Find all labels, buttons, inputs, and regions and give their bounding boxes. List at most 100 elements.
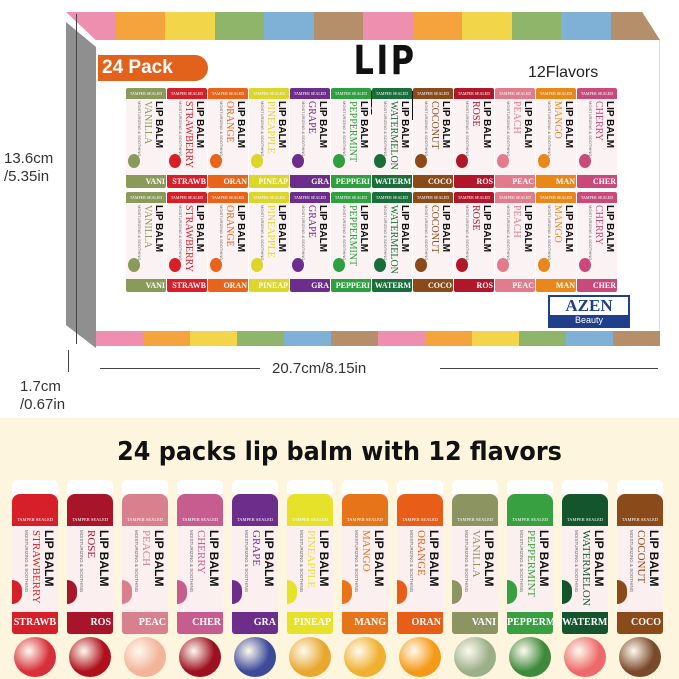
tube-flavor: GRAPE (306, 101, 317, 134)
tube-lip-balm: LIP BALM (399, 205, 410, 253)
tube-moisturizing: MOISTURIZING & SOOTHING (588, 101, 593, 157)
lip-balm-tube: TAMPER SEALED LIP BALM PEACH MOISTURIZING &… (122, 480, 168, 634)
tube-flavor: GRAPE (306, 205, 317, 238)
tube-flavor: VANILLA (142, 205, 153, 249)
tube-lip-balm: LIP BALM (317, 205, 328, 253)
tube-flavor: CHERRY (593, 101, 604, 142)
tube-cap-top (67, 480, 113, 494)
tube-band: PEAC (495, 279, 535, 292)
tube-band: MAN (536, 279, 576, 292)
tube-lip-balm: LIP BALM (97, 530, 111, 587)
depth-dimension-line (68, 350, 69, 372)
fruit-illustration (497, 154, 509, 168)
fruit-illustration (210, 154, 222, 168)
lip-balm-tube: TAMPER SEALED LIP BALM ORANGE MOISTURIZING … (208, 192, 248, 292)
tube-band: PEAC (495, 175, 535, 188)
lip-balm-tube: TAMPER SEALED LIP BALM GRAPE MOISTURIZING &… (290, 192, 330, 292)
tube-lip-balm: LIP BALM (153, 101, 164, 149)
tube-moisturizing: MOISTURIZING & SOOTHING (260, 101, 265, 157)
tube-cap: TAMPER SEALED (495, 192, 535, 203)
tube-moisturizing: MOISTURIZING & SOOTHING (178, 205, 183, 261)
tube-moisturizing: MOISTURIZING & SOOTHING (519, 530, 524, 593)
tube-flavor: ROSE (470, 205, 481, 231)
stripe (237, 331, 284, 346)
tube-flavor: ROSE (85, 530, 97, 559)
fruit-illustration (374, 154, 386, 168)
stripe (214, 12, 264, 40)
fruit-illustration (67, 580, 77, 604)
tube-lip-balm: LIP BALM (358, 101, 369, 149)
tube-band: CHER (177, 612, 223, 634)
tube-text: LIP BALM PEACH MOISTURIZING & SOOTHING (506, 101, 533, 156)
lip-balm-tube: TAMPER SEALED LIP BALM PEPPERMINT MOISTURIZ… (331, 88, 371, 188)
tube-text: LIP BALM ORANGE MOISTURIZING & SOOTHING (219, 205, 246, 260)
tube-cap-top (507, 480, 553, 494)
fruit-illustration (128, 258, 140, 272)
tube-band: ROS (454, 175, 494, 188)
tube-cap-top (562, 480, 608, 494)
tube-cap: TAMPER SEALED (249, 192, 289, 203)
tube-text: LIP BALM PINEAPPLE MOISTURIZING & SOOTHING (260, 205, 287, 260)
tube-text: LIP BALM ORANGE MOISTURIZING & SOOTHING (219, 101, 246, 156)
tube-cap-top (232, 480, 278, 494)
lip-balm-tube: TAMPER SEALED LIP BALM CHERRY MOISTURIZING … (177, 480, 223, 634)
tube-moisturizing: MOISTURIZING & SOOTHING (464, 530, 469, 593)
lip-balm-tube: TAMPER SEALED LIP BALM MANGO MOISTURIZING &… (536, 192, 576, 292)
tube-band: GRA (290, 279, 330, 292)
tube-flavor: COCONUT (635, 530, 647, 584)
tube-lip-balm: LIP BALM (440, 205, 451, 253)
tube-band: ROS (67, 612, 113, 634)
lip-balm-tube: TAMPER SEALED LIP BALM ROSE MOISTURIZING & … (454, 192, 494, 292)
tube-flavor: PEACH (511, 101, 522, 134)
fruit-illustration (579, 154, 591, 168)
fruit-image (289, 637, 331, 677)
lip-balm-tube: TAMPER SEALED LIP BALM ROSE MOISTURIZING & … (67, 480, 113, 634)
tube-band: STRAWB (167, 279, 207, 292)
tube-flavor: PINEAPPLE (305, 530, 317, 589)
tube-cap: TAMPER SEALED (562, 494, 608, 526)
tube-text: LIP BALM ROSE MOISTURIZING & SOOTHING (465, 101, 492, 156)
fruit-illustration (210, 258, 222, 272)
brand-name: AZEN (565, 296, 613, 315)
tube-flavor: ORANGE (224, 205, 235, 247)
lip-balm-tube: TAMPER SEALED LIP BALM CHERRY MOISTURIZING … (577, 88, 617, 188)
tube-lip-balm: LIP BALM (235, 101, 246, 149)
fruit-image (69, 637, 111, 677)
tube-lip-balm: LIP BALM (358, 205, 369, 253)
tube-text: LIP BALM PINEAPPLE MOISTURIZING & SOOTHING (298, 530, 331, 592)
tube-text: LIP BALM STRAWBERRY MOISTURIZING & SOOTHIN… (178, 205, 205, 272)
tube-flavor: PEPPERMINT (525, 530, 537, 598)
tube-lip-balm: LIP BALM (276, 101, 287, 149)
fruit-image (234, 637, 276, 677)
tube-lip-balm: LIP BALM (563, 205, 574, 253)
tube-text: LIP BALM WATERMELON MOISTURIZING & SOOTHIN… (383, 101, 410, 170)
stripe (472, 331, 519, 346)
lip-balm-tube: TAMPER SEALED LIP BALM PEPPERMINT MOISTURIZ… (331, 192, 371, 292)
tube-text: LIP BALM MANGO MOISTURIZING & SOOTHING (547, 205, 574, 260)
tube-flavor: PEACH (140, 530, 152, 567)
fruit-illustration (292, 258, 304, 272)
tube-cap: TAMPER SEALED (454, 88, 494, 99)
tube-cap: TAMPER SEALED (413, 192, 453, 203)
stripe (96, 331, 143, 346)
stripe (331, 331, 378, 346)
lip-balm-tube: TAMPER SEALED LIP BALM PEACH MOISTURIZING &… (495, 192, 535, 292)
tube-band: ROS (454, 279, 494, 292)
tube-cap: TAMPER SEALED (454, 192, 494, 203)
tube-flavor: VANILLA (142, 101, 153, 145)
tube-flavor: PINEAPPLE (265, 205, 276, 258)
tube-moisturizing: MOISTURIZING & SOOTHING (301, 205, 306, 261)
tube-band: PINEAP (287, 612, 333, 634)
tube-cap-top (177, 480, 223, 494)
tube-text: LIP BALM ROSE MOISTURIZING & SOOTHING (465, 205, 492, 260)
tube-lip-balm: LIP BALM (372, 530, 386, 587)
tube-band: ORAN (208, 279, 248, 292)
tube-cap: TAMPER SEALED (208, 88, 248, 99)
tube-band: PEPPERI (331, 279, 371, 292)
tube-text: LIP BALM PINEAPPLE MOISTURIZING & SOOTHING (260, 101, 287, 156)
tube-moisturizing: MOISTURIZING & SOOTHING (189, 530, 194, 593)
tube-lip-balm: LIP BALM (537, 530, 551, 587)
brand-sub: Beauty (550, 315, 628, 326)
fruit-image (564, 637, 606, 677)
stripe (613, 331, 660, 346)
